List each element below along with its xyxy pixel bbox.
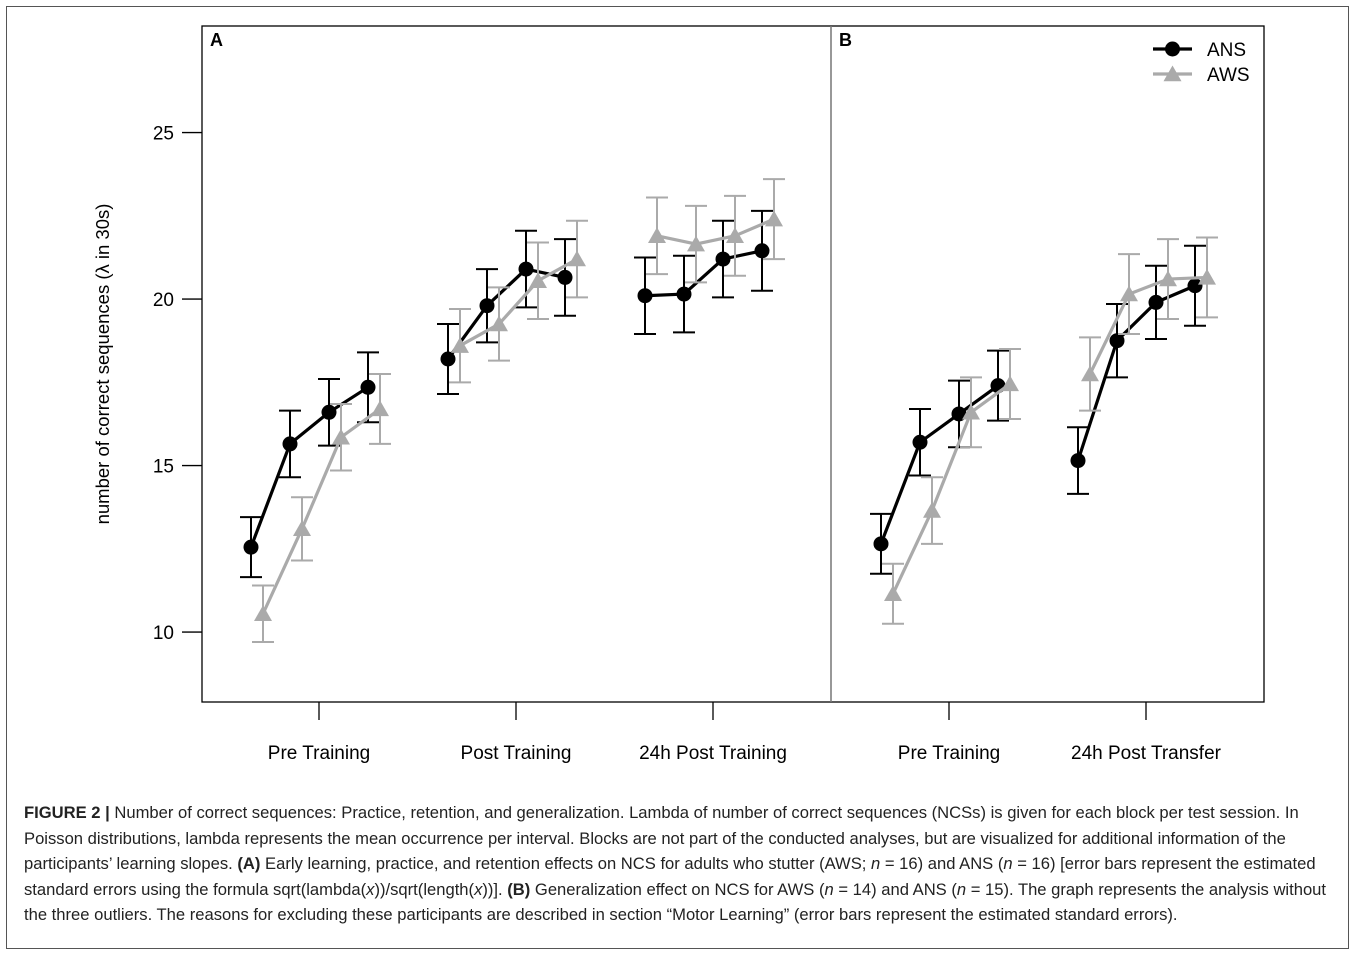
data-point (254, 605, 272, 621)
data-point (518, 261, 534, 277)
y-axis-label: number of correct sequences (λ in 30s) (92, 204, 113, 525)
caption-italic: n (871, 854, 881, 874)
legend-label: AWS (1207, 65, 1250, 86)
data-point (687, 235, 705, 252)
caption-panel-b-label: (B) (507, 879, 531, 899)
data-point (1109, 333, 1125, 349)
data-point (1198, 268, 1216, 285)
data-point (371, 400, 389, 417)
data-point (1165, 41, 1180, 57)
series-line (891, 382, 1011, 595)
data-point (726, 227, 744, 243)
data-point (884, 585, 902, 601)
data-point (923, 501, 941, 518)
data-point (1070, 453, 1086, 469)
data-point (332, 428, 350, 445)
x-tick-label: Post Training (461, 743, 572, 764)
data-point (557, 269, 573, 285)
data-point (451, 337, 469, 353)
y-tick-label: 10 (153, 623, 174, 644)
data-point (1163, 65, 1182, 82)
data-point (243, 539, 259, 555)
data-point (490, 315, 508, 332)
data-point (962, 403, 980, 420)
legend: ANS AWS (1153, 40, 1250, 86)
y-tick-label: 25 (153, 124, 174, 145)
caption-text: = 14) and ANS ( (833, 879, 957, 899)
caption-text: Number of correct sequences: Practice, r… (24, 803, 1299, 874)
series-line (1088, 275, 1208, 375)
data-point (282, 436, 298, 452)
data-point (1120, 285, 1138, 302)
series-ans-layer (240, 209, 1206, 579)
data-point (293, 520, 311, 537)
data-point (648, 227, 666, 243)
data-point (873, 536, 889, 552)
data-point (529, 272, 547, 288)
series-line (249, 385, 369, 548)
data-point (754, 243, 770, 259)
caption-text: = 16) and ANS ( (880, 854, 1004, 874)
data-point (1001, 375, 1019, 392)
caption-italic: n (824, 879, 834, 899)
line-chart: 10 15 20 25 number of correct sequences (λ i… (92, 25, 1265, 764)
data-point (440, 351, 456, 367)
y-tick-label: 15 (153, 457, 174, 478)
caption-text: ))]. (482, 879, 508, 899)
caption-text: Early learning, practice, and retention … (260, 854, 872, 874)
series-line (656, 217, 775, 246)
data-point (1187, 278, 1203, 294)
caption-italic: x (366, 879, 375, 899)
data-point (479, 298, 495, 314)
caption-text: = 15). The graph represents the analysis… (24, 879, 1327, 925)
data-point (1081, 365, 1099, 382)
caption-panel-a-label: (A) (237, 854, 261, 874)
data-point (765, 210, 783, 227)
data-point (321, 404, 337, 420)
data-point (715, 251, 731, 267)
legend-label: ANS (1207, 40, 1246, 61)
series-line (644, 249, 763, 298)
data-point (951, 406, 967, 422)
series-line (1076, 284, 1196, 462)
caption-text: Generalization effect on NCS for AWS ( (530, 879, 825, 899)
data-point (912, 434, 928, 450)
data-point (1159, 270, 1177, 287)
x-tick-label: Pre Training (898, 743, 1000, 764)
x-tick-label: 24h Post Training (639, 743, 787, 764)
data-point (1148, 294, 1164, 310)
data-point (568, 250, 586, 267)
figure-frame (6, 6, 1349, 949)
x-tick-label: 24h Post Transfer (1071, 743, 1222, 764)
data-point (360, 379, 376, 395)
caption-italic: n (956, 879, 967, 899)
data-point (637, 288, 653, 304)
caption-italic: n (1003, 854, 1013, 874)
x-tick-label: Pre Training (268, 743, 370, 764)
caption-italic: x (474, 879, 483, 899)
caption-figure-label: FIGURE 2 | (24, 803, 110, 822)
caption-text: = 16) [error bars represent the estimate… (24, 854, 1316, 899)
plot-area-border (201, 25, 1265, 703)
caption-text: ))/sqrt(length( (374, 879, 475, 899)
series-aws-layer (252, 178, 1218, 644)
axes-layer: 10 15 20 25 number of correct sequences (λ i… (92, 25, 1265, 764)
y-tick-label: 20 (153, 290, 174, 311)
panel-label-a: A (210, 30, 223, 50)
series-line (879, 384, 999, 545)
series-line (261, 407, 381, 615)
panel-label-b: B (839, 30, 852, 50)
data-point (676, 286, 692, 302)
series-line (459, 257, 578, 348)
figure-caption: FIGURE 2 | Number of correct sequences: … (24, 800, 1336, 928)
